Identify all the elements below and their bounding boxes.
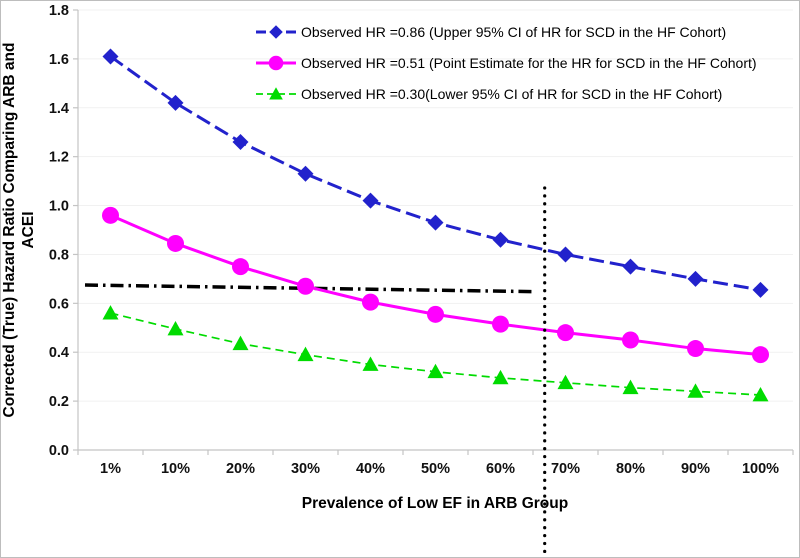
series-marker-upper-ci: [622, 258, 639, 275]
series-marker-lower-ci: [232, 335, 249, 351]
y-axis-title-line1: Corrected (True) Hazard Ratio Comparing …: [1, 43, 18, 418]
series-marker-point-estimate: [492, 315, 509, 333]
series-marker-point-estimate: [102, 206, 119, 224]
x-tick-label: 1%: [100, 461, 121, 477]
series-marker-point-estimate: [232, 258, 249, 276]
series-marker-upper-ci: [752, 281, 769, 298]
legend-marker-point-estimate: [268, 55, 284, 71]
y-axis-title-line2: ACEI: [20, 211, 37, 248]
y-tick-label: 1.2: [49, 150, 69, 166]
x-tick-label: 50%: [421, 461, 450, 477]
series-marker-lower-ci: [492, 369, 509, 385]
y-tick-label: 1.4: [49, 101, 69, 117]
y-tick-label: 1.6: [49, 52, 69, 68]
y-tick-label: 0.0: [49, 443, 69, 459]
series-marker-upper-ci: [297, 165, 314, 182]
series-marker-upper-ci: [492, 231, 509, 248]
y-tick-label: 1.0: [49, 199, 69, 215]
tick-labels: 0.0 0.2 0.4 0.6 0.8 1.0 1.2 1.4 1.6 1.8 1% 10% 20% 30…: [49, 3, 779, 477]
series-marker-lower-ci: [102, 305, 119, 320]
series-marker-point-estimate: [752, 346, 769, 364]
legend: Observed HR =0.86 (Upper 95% CI of HR fo…: [256, 24, 757, 102]
y-tick-label: 0.8: [49, 247, 69, 263]
x-tick-label: 30%: [291, 461, 320, 477]
y-tick-label: 0.6: [49, 296, 69, 312]
legend-label-lower-ci: Observed HR =0.30(Lower 95% CI of HR for…: [301, 86, 722, 102]
x-tick-label: 10%: [161, 461, 190, 477]
series-marker-upper-ci: [427, 214, 444, 231]
series-marker-upper-ci: [687, 270, 704, 287]
data-series-layer: [102, 48, 769, 402]
series-marker-lower-ci: [687, 383, 704, 398]
series-marker-point-estimate: [297, 277, 314, 295]
series-marker-lower-ci: [167, 321, 184, 336]
series-marker-lower-ci: [557, 374, 574, 390]
axes: [73, 9, 794, 455]
series-marker-lower-ci: [622, 379, 639, 395]
series-marker-point-estimate: [167, 234, 184, 252]
series-marker-upper-ci: [102, 48, 119, 65]
series-marker-point-estimate: [362, 293, 379, 311]
legend-label-upper-ci: Observed HR =0.86 (Upper 95% CI of HR fo…: [301, 24, 726, 40]
legend-markers: [256, 25, 296, 100]
x-tick-label: 20%: [226, 461, 255, 477]
series-marker-point-estimate: [557, 324, 574, 342]
legend-marker-lower-ci: [269, 87, 283, 100]
series-line-point-estimate: [109, 213, 761, 357]
y-tick-label: 0.2: [49, 394, 69, 410]
series-marker-point-estimate: [427, 305, 444, 323]
series-marker-upper-ci: [362, 192, 379, 209]
series-marker-upper-ci: [557, 246, 574, 263]
series-marker-upper-ci: [167, 94, 184, 111]
series-marker-point-estimate: [622, 331, 639, 349]
legend-marker-upper-ci: [269, 25, 283, 39]
series-marker-lower-ci: [752, 387, 769, 402]
x-tick-label: 90%: [681, 461, 710, 477]
series-line-lower-ci: [110, 312, 761, 396]
gridlines: [78, 9, 793, 402]
series-marker-lower-ci: [297, 346, 314, 362]
x-tick-label: 100%: [742, 461, 779, 477]
series-marker-point-estimate: [687, 340, 704, 358]
y-tick-label: 1.8: [49, 3, 69, 19]
x-tick-label: 40%: [356, 461, 385, 477]
x-tick-label: 80%: [616, 461, 645, 477]
y-tick-label: 0.4: [49, 345, 69, 361]
x-axis-title: Prevalence of Low EF in ARB Group: [302, 495, 568, 512]
series-marker-lower-ci: [427, 363, 444, 379]
series-marker-lower-ci: [362, 356, 379, 371]
legend-label-point-estimate: Observed HR =0.51 (Point Estimate for th…: [301, 55, 757, 71]
x-tick-label: 70%: [551, 461, 580, 477]
x-tick-label: 60%: [486, 461, 515, 477]
series-marker-upper-ci: [232, 134, 249, 150]
